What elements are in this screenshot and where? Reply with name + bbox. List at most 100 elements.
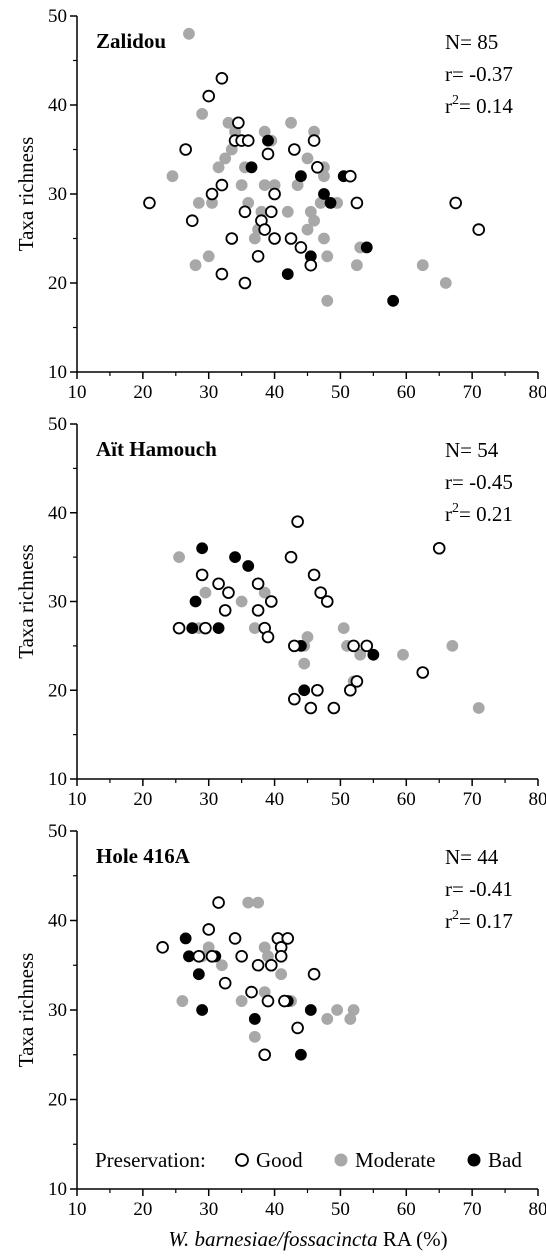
x-tick-label: 80 [529, 1199, 546, 1220]
data-point-good [218, 604, 232, 617]
y-tick-label: 50 [48, 821, 67, 842]
data-point-bad [242, 560, 255, 572]
x-tick-label: 70 [463, 789, 482, 810]
data-point-moderate [248, 1030, 261, 1043]
panel-title: Aït Hamouch [96, 437, 217, 461]
stat-r2: r2= 0.17 [445, 908, 513, 933]
data-point-moderate [258, 586, 271, 599]
data-point-good [143, 196, 156, 210]
data-point-good [172, 621, 186, 635]
data-point-good [232, 116, 245, 130]
data-point-moderate [202, 250, 215, 263]
data-point-bad [179, 932, 192, 945]
data-point-good [199, 621, 212, 635]
data-point-moderate [215, 959, 228, 972]
y-tick-label: 20 [48, 1090, 67, 1111]
data-point-bad [324, 197, 337, 209]
data-point-bad [367, 648, 380, 661]
data-point-good [432, 541, 446, 555]
x-tick-label: 60 [397, 382, 416, 403]
data-point-good [360, 639, 374, 653]
y-tick-label: 20 [48, 680, 67, 701]
data-point-moderate [281, 205, 294, 218]
data-point-good [350, 196, 364, 210]
y-tick-label: 30 [48, 592, 67, 613]
data-point-bad [212, 622, 225, 635]
x-tick-label: 70 [463, 382, 482, 403]
legend-label-bad: Bad [488, 1148, 522, 1172]
panel-title: Hole 416A [96, 844, 191, 868]
data-point-good [304, 701, 318, 715]
y-tick-label: 30 [48, 1000, 67, 1021]
panel-title: Zalidou [96, 29, 166, 53]
data-point-good [472, 223, 486, 236]
data-point-moderate [166, 170, 179, 183]
data-point-good [264, 958, 278, 972]
y-tick-label: 10 [48, 769, 67, 790]
data-point-good [288, 143, 301, 156]
data-point-bad [360, 241, 373, 254]
data-point-bad [192, 968, 205, 981]
x-tick-label: 50 [331, 1199, 350, 1220]
x-tick-label: 10 [68, 382, 87, 403]
data-point-good [307, 967, 321, 981]
data-point-moderate [301, 223, 314, 236]
data-point-good [344, 169, 357, 183]
data-point-good [212, 577, 225, 591]
data-point-good [449, 196, 462, 210]
data-point-good [268, 232, 281, 245]
data-point-moderate [219, 152, 232, 165]
data-point-moderate [235, 995, 248, 1007]
data-point-good [261, 147, 275, 161]
data-point-good [347, 639, 360, 653]
y-tick-label: 40 [48, 95, 67, 116]
data-point-bad [387, 294, 400, 307]
data-point-good [238, 276, 252, 290]
data-point-moderate [301, 152, 314, 165]
data-point-moderate [258, 179, 271, 192]
data-point-good [344, 683, 357, 697]
data-point-moderate [285, 116, 297, 129]
data-point-bad [295, 170, 307, 183]
x-tick-label: 60 [397, 1199, 416, 1220]
data-point-bad [196, 542, 209, 555]
data-point-good [284, 232, 298, 245]
data-point-moderate [199, 586, 212, 599]
stat-r2: r2= 0.14 [445, 93, 513, 118]
data-point-bad [248, 1013, 261, 1025]
data-point-good [218, 976, 232, 990]
data-point-moderate [321, 1013, 334, 1025]
data-point-good [268, 187, 281, 201]
x-tick-label: 50 [331, 789, 350, 810]
data-point-bad [245, 161, 258, 174]
data-point-good [288, 692, 301, 706]
data-point-good [251, 249, 265, 263]
data-point-good [251, 577, 265, 591]
data-point-good [261, 630, 275, 644]
legend-label-good: Good [256, 1148, 303, 1172]
data-point-good [291, 1021, 304, 1035]
data-point-moderate [331, 1004, 344, 1016]
data-point-moderate [318, 170, 330, 183]
data-point-moderate [235, 595, 248, 608]
data-point-moderate [275, 968, 288, 981]
data-point-good [195, 568, 209, 582]
data-point-bad [262, 134, 274, 147]
data-point-good [202, 89, 216, 103]
x-tick-label: 30 [199, 1199, 218, 1220]
data-point-good [278, 994, 291, 1008]
data-point-bad [298, 684, 311, 697]
data-point-good [311, 683, 324, 697]
legend-marker-moderate [334, 1153, 348, 1167]
x-tick-label: 40 [265, 382, 284, 403]
data-point-good [215, 267, 229, 281]
data-point-good [264, 595, 278, 608]
data-point-good [274, 949, 288, 963]
y-axis-label: Taxa richness [14, 137, 38, 252]
data-point-good [258, 223, 271, 236]
x-tick-label: 30 [199, 789, 218, 810]
data-point-good [416, 666, 430, 679]
legend-marker-good [235, 1153, 249, 1167]
y-tick-label: 20 [48, 273, 67, 294]
data-point-good [245, 985, 258, 999]
